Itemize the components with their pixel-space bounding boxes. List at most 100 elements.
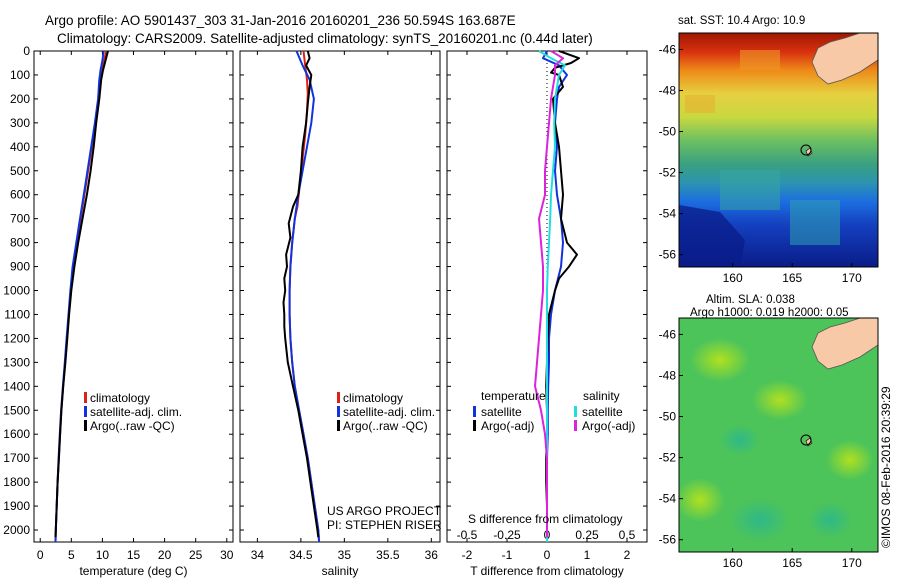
top-x-tick-label: 0.25 — [575, 528, 599, 542]
difference-legend: temperature salinity satellite Argo(-adj… — [473, 389, 635, 433]
sst-teal-patch — [720, 170, 780, 210]
x-tick-label: 36 — [425, 548, 439, 562]
y-tick-label: 1300 — [3, 355, 30, 369]
legend-label-climatology: climatology — [90, 391, 150, 405]
pi-credit: PI: STEPHEN RISER — [327, 518, 442, 532]
series-line — [54, 50, 108, 543]
y-tick-label: 200 — [10, 92, 30, 106]
y-tick-label: 900 — [10, 260, 30, 274]
sla-map: Altim. SLA: 0.038 Argo h1000: 0.019 h200… — [659, 294, 879, 570]
difference-panel: -2 -1 0 1 2T difference from climatology -0.5… — [446, 50, 648, 578]
sst-map: sat. SST: 10.4 Argo: 10.9 160 165 170 -46 -4… — [659, 15, 879, 285]
sla-low-patch — [720, 424, 760, 456]
series-line — [282, 50, 320, 538]
salinity-panel: 34 34.5 35 35.5 36 salinity — [239, 50, 441, 578]
legend-label-argo-t: Argo(-adj) — [481, 419, 534, 433]
temperature-legend: climatology satellite-adj. clim. Argo(..… — [84, 391, 182, 433]
y-tick-label: 1400 — [3, 379, 30, 393]
map-y-tick-label: -46 — [659, 327, 677, 341]
y-tick-label: 100 — [10, 68, 30, 82]
series-line — [54, 50, 109, 538]
legend-label-satellite-s: satellite — [582, 405, 623, 419]
y-tick-label: 0 — [23, 44, 30, 58]
y-tick-label: 500 — [10, 164, 30, 178]
legend-swatch-climatology — [337, 392, 340, 403]
temperature-panel: 0100200300400500600700800900100011001200… — [3, 44, 233, 578]
y-tick-label: 700 — [10, 212, 30, 226]
y-tick-label: 2000 — [3, 523, 30, 537]
s-difference-label: S difference from climatology — [468, 512, 623, 526]
sla-map-title: Altim. SLA: 0.038 — [706, 294, 795, 306]
legend-swatch-argo-s — [574, 420, 577, 431]
legend-swatch-argo-t — [473, 420, 476, 431]
map-y-tick-label: -52 — [659, 451, 677, 465]
y-tick-label: 1000 — [3, 284, 30, 298]
x-tick-label: 0 — [37, 548, 44, 562]
x-tick-label: 5 — [68, 548, 75, 562]
argo-location-marker — [800, 434, 812, 446]
sst-warm-patch — [685, 95, 715, 113]
map-y-tick-label: -48 — [659, 83, 677, 97]
legend-title-salinity: salinity — [583, 389, 620, 403]
plot-frame — [33, 50, 234, 543]
x-tick-label: 35.5 — [376, 548, 400, 562]
sla-high-patch — [679, 478, 725, 522]
series-line — [545, 50, 580, 538]
legend-label-argo-s: Argo(-adj) — [582, 419, 635, 433]
map-x-tick-label: 160 — [723, 556, 743, 570]
x-axis-label: temperature (deg C) — [79, 564, 187, 578]
legend-swatch-satellite — [337, 406, 340, 417]
x-axis-label: salinity — [322, 564, 359, 578]
series-line — [288, 50, 321, 543]
x-tick-label: 30 — [220, 548, 234, 562]
legend-label-satellite: satellite-adj. clim. — [90, 405, 182, 419]
sla-high-patch — [690, 338, 750, 382]
legend-label-satellite-t: satellite — [481, 405, 522, 419]
sla-low-patch — [730, 498, 790, 542]
series-line — [288, 50, 321, 543]
imos-stamp: ©IMOS 08-Feb-2016 20:39:29 — [879, 386, 893, 548]
plot-frame — [239, 50, 441, 543]
legend-label-climatology: climatology — [343, 391, 403, 405]
legend-title-temperature: temperature — [481, 389, 546, 403]
x-tick-label: -2 — [462, 548, 473, 562]
y-tick-label: 400 — [10, 140, 30, 154]
land-new-zealand — [811, 318, 878, 370]
map-y-tick-label: -54 — [659, 207, 677, 221]
map-y-tick-label: -46 — [659, 42, 677, 56]
argo-location-marker — [800, 144, 812, 156]
sst-map-frame — [678, 32, 879, 268]
x-tick-label: 34 — [251, 548, 265, 562]
legend-swatch-satellite-s — [574, 406, 577, 417]
map-y-tick-label: -52 — [659, 166, 677, 180]
sla-map-subtitle: Argo h1000: 0.019 h2000: 0.05 — [690, 307, 849, 319]
sst-cold-patch — [679, 205, 745, 267]
map-x-tick-label: 165 — [782, 556, 802, 570]
legend-swatch-argo — [337, 420, 340, 431]
legend-label-satellite: satellite-adj. clim. — [343, 405, 435, 419]
x-tick-label: 35 — [338, 548, 352, 562]
map-y-tick-label: -54 — [659, 492, 677, 506]
header-line2: Climatology: CARS2009. Satellite-adjuste… — [57, 31, 593, 46]
map-x-tick-label: 160 — [723, 271, 743, 285]
top-x-tick-label: -0.5 — [457, 528, 478, 542]
sla-map-frame — [678, 317, 879, 553]
y-tick-label: 1800 — [3, 475, 30, 489]
x-tick-label: 34.5 — [289, 548, 313, 562]
salinity-legend: climatology satellite-adj. clim. Argo(..… — [337, 391, 435, 433]
map-y-tick-label: -50 — [659, 410, 677, 424]
map-y-tick-label: -56 — [659, 533, 677, 547]
y-tick-label: 1200 — [3, 331, 30, 345]
map-x-tick-label: 170 — [842, 556, 862, 570]
x-tick-label: 2 — [624, 548, 631, 562]
legend-swatch-argo — [84, 420, 87, 431]
project-credit: US ARGO PROJECT — [327, 504, 442, 518]
map-x-tick-label: 165 — [782, 271, 802, 285]
legend-swatch-satellite — [84, 406, 87, 417]
top-x-tick-label: -0.25 — [493, 528, 521, 542]
y-tick-label: 1900 — [3, 499, 30, 513]
x-tick-label: 1 — [584, 548, 591, 562]
y-tick-label: 1500 — [3, 403, 30, 417]
sst-teal-patch — [790, 200, 840, 245]
